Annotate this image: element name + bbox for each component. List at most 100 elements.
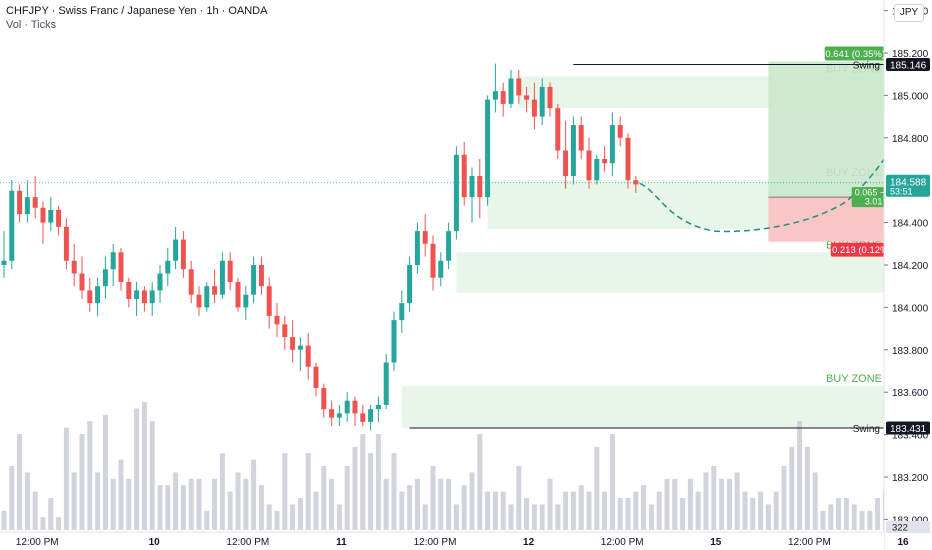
volume-bar [118,459,124,530]
volume-bar [781,466,787,530]
candle-body [149,290,155,304]
currency-button[interactable]: JPY [894,4,924,22]
volume-bar [165,485,171,530]
x-tick-label: 12:00 PM [601,537,644,548]
volume-bar [797,421,803,530]
candle-body [71,260,77,274]
volume-bar [563,491,569,530]
candle-body [508,78,514,104]
volume-bar [87,421,93,530]
volume-bar [438,478,444,530]
volume-bar [56,517,62,530]
candle-body [40,207,46,223]
volume-bar [243,478,249,530]
volume-bar [336,504,342,530]
candle-body [453,154,459,232]
candle-body [48,209,54,223]
candle-body [602,159,608,164]
candle-body [329,409,335,418]
position-stop-label: 0.213 (0.12%) 1326 [832,245,915,256]
candle-body [524,95,530,100]
volume-bar [157,485,163,530]
volume-bar [594,446,600,530]
volume-bar [204,510,210,530]
volume-bar [820,510,826,530]
volume-bar [391,453,397,530]
volume-bar [102,414,108,530]
candle-body [469,175,475,198]
volume-bar [656,491,662,530]
x-tick-label: 11 [336,537,347,548]
candle-body [79,273,85,291]
candle-body [243,294,249,308]
volume-bar [836,498,842,530]
candle-body [563,150,569,176]
candle-body [126,281,132,299]
candle-body [570,125,576,176]
volume-bar [360,434,366,530]
candle-body [446,231,452,261]
volume-bar [32,491,38,530]
volume-bar [149,421,155,530]
volume-bar [547,478,553,530]
y-tick-label: 184.400 [892,219,929,230]
volume-bar [524,498,530,530]
volume-bar [313,491,319,530]
volume-bar [134,408,140,530]
volume-bar [695,491,701,530]
candle-body [414,231,420,265]
candle-body [633,180,639,185]
candle-body [9,190,15,261]
x-tick-label: 12 [523,537,535,548]
candle-body [625,137,631,181]
candle-body [266,286,272,316]
candle-body [110,252,116,270]
volume-bar [180,485,186,530]
volume-bar [851,504,857,530]
volume-bar [453,504,459,530]
current-price-countdown: 53:51 [890,187,913,197]
candle-body [173,239,179,261]
volume-bar [352,446,358,530]
candle-body [188,269,194,295]
candle-body [368,409,374,422]
volume-bar [703,472,709,530]
swing-high-price-tag: 185.146 [890,60,927,71]
candle-body [227,260,233,282]
candle-body [212,286,218,295]
volume-bar [414,478,420,530]
volume-bar [641,485,647,530]
volume-bar [141,402,147,530]
volume-bar [648,504,654,530]
candle-body [399,303,405,321]
buy-zone-label: BUY ZONE [826,373,882,385]
volume-bar [508,504,514,530]
buy-zone-rect [401,385,884,429]
candle-body [305,345,311,367]
volume-bar [625,498,631,530]
volume-bar [173,472,179,530]
volume-bar [578,485,584,530]
candle-body [274,315,280,325]
candle-body [282,324,288,338]
swing-low-price-tag: 183.431 [890,424,927,435]
candle-body [56,209,62,227]
volume-bar [251,459,257,530]
time-axis-bg [0,532,884,550]
volume-bar [617,498,623,530]
volume-bar [711,466,717,530]
volume-bar [71,472,77,530]
x-tick-label: 15 [710,537,722,548]
candle-body [32,197,38,208]
volume-bar [282,453,288,530]
volume-bar [219,453,225,530]
volume-bar [531,504,537,530]
candle-body [586,150,592,181]
position-center-label-line1: 0.065 − 0 [855,188,893,198]
volume-bar [765,504,771,530]
volume-value-tag: 322 [892,523,908,534]
candle-body [204,286,210,308]
volume-bar [407,485,413,530]
y-tick-label: 185.200 [892,49,929,60]
